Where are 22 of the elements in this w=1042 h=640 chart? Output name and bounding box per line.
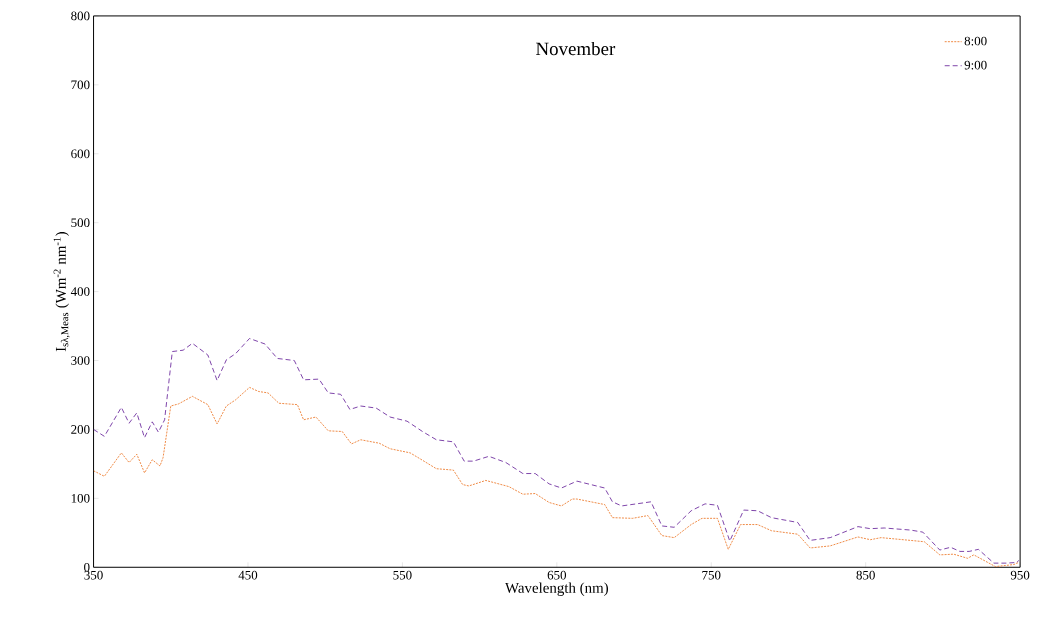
x-tick-label: 650 (547, 570, 567, 580)
y-tick-label: 600 (71, 149, 90, 159)
legend-label: 8:00 (964, 36, 987, 46)
y-axis-title: I$_{sλ,Meas}$ (Wm$^{-2}$ nm$^{-1}$) (53, 232, 70, 352)
x-tick-label: 850 (856, 570, 875, 580)
y-tick-label: 300 (71, 356, 90, 365)
y-tick-label: 500 (71, 218, 90, 228)
x-tick-label: 550 (393, 570, 412, 580)
x-tick-label: 350 (84, 570, 103, 580)
y-tick-label: 400 (70, 287, 90, 296)
y-tick-label: 0 (84, 562, 90, 572)
legend-label: 9:00 (964, 60, 987, 70)
text: November (536, 41, 616, 56)
y-tick-label: 200 (71, 425, 90, 434)
x-tick-label: 450 (238, 570, 258, 580)
y-tick-label: 700 (71, 80, 90, 90)
y-tick-label: 800 (71, 11, 90, 21)
x-tick-label: 950 (1010, 570, 1030, 580)
line-series (93, 338, 1020, 564)
x-tick-label: 750 (702, 570, 721, 580)
y-tick-label: 100 (71, 494, 90, 503)
x-axis-title: Wavelength (nm) (505, 582, 609, 596)
